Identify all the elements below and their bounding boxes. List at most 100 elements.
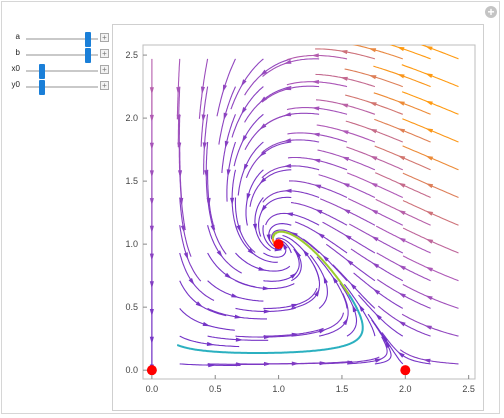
streamline-arrow — [342, 182, 350, 188]
streamline-arrow — [340, 103, 349, 108]
x-tick-label: 2.0 — [399, 384, 412, 394]
streamline — [244, 113, 292, 151]
streamline-arrow — [313, 184, 322, 189]
streamline-arrow — [342, 317, 349, 326]
stream-plot: 0.0 0.5 1.0 1.5 2.0 2.5 0.0 0.5 1.0 1.5 2.0 2.5 — [125, 44, 476, 394]
plus-button-x0[interactable]: + — [100, 65, 109, 74]
streamline-arrow — [260, 69, 268, 76]
streamline-arrow — [425, 266, 433, 272]
streamline-arrow — [216, 250, 223, 258]
streamline-arrow — [344, 234, 352, 241]
streamline-arrow — [283, 86, 292, 91]
streamline-arrow — [358, 304, 365, 312]
streamline — [377, 305, 431, 337]
streamline-arrow — [290, 272, 298, 279]
plot-frame: 0.0 0.5 1.0 1.5 2.0 2.5 0.0 0.5 1.0 1.5 2.0 2.5 — [112, 24, 484, 411]
streamline-arrow — [295, 250, 302, 258]
streamline-arrow — [258, 266, 266, 271]
plus-button-y0[interactable]: + — [100, 81, 109, 90]
streamline-arrow — [352, 304, 357, 313]
streamline — [179, 280, 227, 317]
streamline-arrow — [223, 112, 228, 121]
streamline-arrow — [323, 275, 328, 284]
streamline-arrow — [368, 75, 377, 80]
streamline-arrow — [374, 358, 383, 363]
x-tick-label: 0.5 — [209, 384, 222, 394]
streamline-arrow — [425, 46, 433, 51]
streamline-arrow — [342, 208, 351, 214]
streamline-arrow — [247, 248, 255, 255]
streamline — [290, 202, 348, 226]
streamline-arrow — [317, 232, 325, 239]
slider-y0[interactable] — [26, 80, 98, 95]
streamline-arrow — [226, 169, 231, 177]
streamline-arrow — [369, 155, 378, 161]
streamline-arrow — [397, 73, 405, 79]
streamline-arrow — [368, 48, 377, 53]
slider-a[interactable] — [26, 32, 98, 47]
streamline — [207, 280, 264, 302]
streamline-arrow — [201, 114, 206, 122]
axes: 0.0 0.5 1.0 1.5 2.0 2.5 0.0 0.5 1.0 1.5 2.0 2.5 — [125, 50, 474, 394]
streamline-arrow — [397, 128, 406, 133]
streamline-arrow — [371, 262, 380, 269]
streamline — [216, 58, 236, 117]
streamline — [289, 180, 348, 199]
streamline — [244, 86, 292, 123]
streamline-arrow — [224, 140, 229, 149]
streamline — [230, 58, 264, 110]
streamline-arrow — [259, 177, 267, 184]
slider-thumb-x0[interactable] — [39, 64, 46, 79]
streamline-arrow — [350, 282, 357, 290]
streamline-arrow — [266, 234, 271, 242]
slider-thumb-b[interactable] — [85, 48, 92, 63]
streamline-arrow — [202, 321, 211, 327]
streamline-arrow — [341, 130, 349, 135]
y-tick-label: 2.0 — [125, 113, 138, 123]
streamline-arrow — [262, 286, 271, 291]
streamline-arrow — [369, 128, 378, 134]
slider-thumb-y0[interactable] — [39, 80, 46, 95]
streamline-arrow — [224, 272, 232, 279]
manipulate-panel: + a + b + x0 + y0 + — [1, 1, 500, 414]
plot-area-frame — [142, 44, 476, 380]
slider-thumb-a[interactable] — [85, 32, 92, 47]
slider-x0[interactable] — [26, 64, 98, 79]
streamline-arrow — [425, 155, 434, 161]
x-tick-label: 2.5 — [462, 384, 475, 394]
y-tick-label: 1.0 — [125, 239, 138, 249]
streamline-arrow — [234, 314, 243, 319]
streamline-arrow — [397, 101, 405, 106]
streamline-arrow — [341, 156, 350, 162]
streamline-arrow — [206, 341, 215, 346]
x-tick-label: 1.0 — [272, 384, 285, 394]
streamline — [401, 313, 459, 337]
streamline-arrow — [424, 325, 432, 330]
equilibrium-point — [400, 365, 411, 376]
slider-b[interactable] — [26, 48, 98, 63]
streamline-arrow — [311, 53, 319, 58]
streamline-arrow — [385, 340, 391, 349]
streamline-arrow — [282, 242, 288, 250]
add-control-icon[interactable]: + — [485, 6, 497, 18]
streamline-arrow — [179, 197, 184, 206]
streamline-arrow — [398, 265, 406, 271]
streamline-arrow — [382, 334, 389, 342]
streamline-arrow — [398, 320, 406, 327]
streamline-arrow — [397, 155, 406, 161]
control-label-a: a — [15, 32, 20, 41]
streamline-arrow — [283, 163, 292, 168]
plus-button-b[interactable]: + — [100, 49, 109, 58]
streamline-arrow — [285, 212, 294, 217]
trajectory-segment — [176, 293, 364, 354]
streamline-arrow — [369, 102, 377, 107]
streamline-arrow — [425, 128, 434, 133]
streamline-arrow — [241, 107, 247, 115]
streamline-arrow — [322, 254, 329, 262]
plus-button-a[interactable]: + — [100, 33, 109, 42]
streamline-arrow — [149, 87, 154, 95]
control-x0: x0 + — [2, 62, 114, 79]
streamline-arrow — [425, 73, 433, 78]
streamline-arrow — [425, 295, 433, 301]
streamline — [254, 197, 271, 252]
